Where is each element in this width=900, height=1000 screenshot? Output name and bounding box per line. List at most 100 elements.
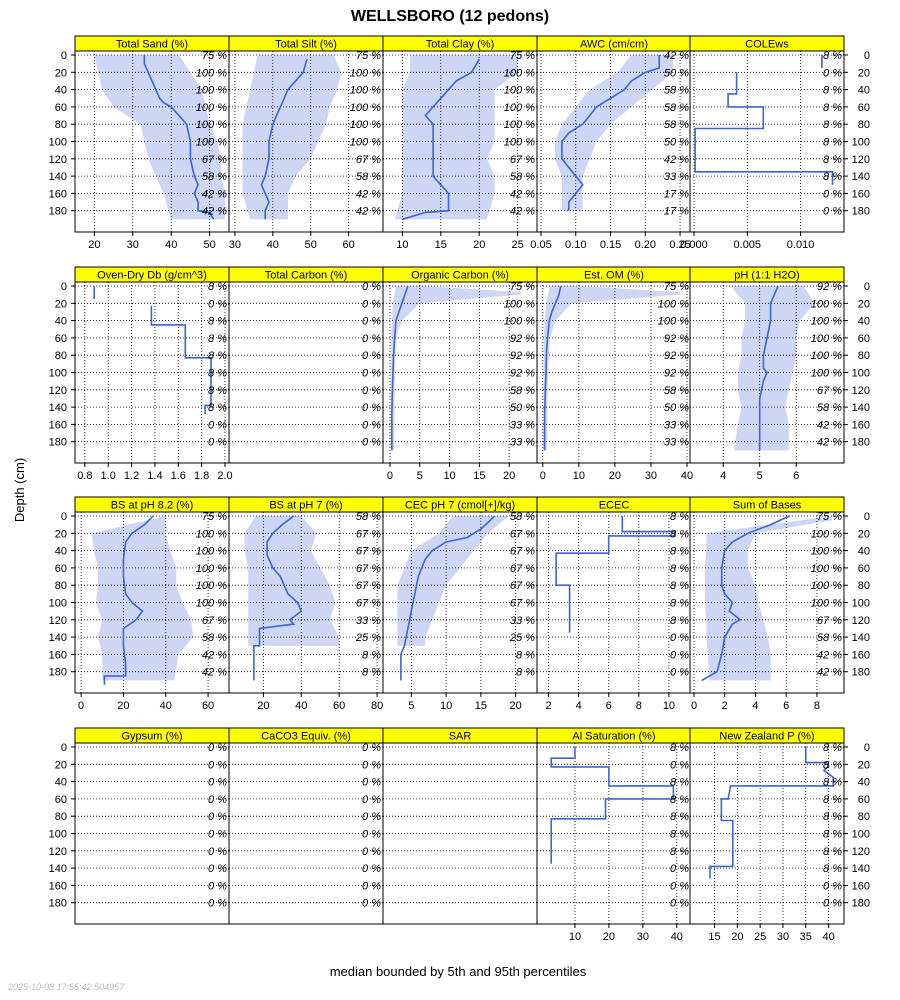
x-tick-label: 20	[503, 470, 515, 482]
chart-title: WELLSBORO (12 pedons)	[351, 8, 549, 25]
pct-label: 8 %	[670, 811, 689, 823]
x-tick-label: 25	[512, 239, 524, 251]
x-tick-label: 5	[417, 470, 423, 482]
y-tick-label: 20	[858, 67, 870, 79]
pct-label: 8 %	[208, 402, 227, 414]
y-tick-label: 100	[852, 829, 870, 841]
pct-label: 92 %	[664, 333, 689, 345]
strip-label: Gypsum (%)	[121, 731, 182, 743]
y-tick-label: 0	[864, 511, 870, 523]
pct-label: 8 %	[670, 580, 689, 592]
pct-label: 92 %	[510, 350, 535, 362]
pct-label: 8 %	[823, 137, 842, 149]
pct-label: 8 %	[823, 171, 842, 183]
y-tick-label: 120	[49, 615, 67, 627]
pct-label: 100 %	[658, 316, 689, 328]
pct-label: 42 %	[356, 188, 381, 200]
plot-frame	[689, 50, 845, 233]
pct-label: 25 %	[355, 632, 381, 644]
y-tick-label: 120	[852, 385, 870, 397]
strip-label: BS at pH 8.2 (%)	[111, 500, 194, 512]
pct-label: 8 %	[670, 777, 689, 789]
y-tick-label: 60	[55, 102, 67, 114]
pct-label: 58 %	[817, 402, 842, 414]
x-tick-label: 0.10	[565, 239, 586, 251]
y-tick-label: 60	[858, 794, 870, 806]
x-tick-label: 10	[569, 931, 581, 943]
pct-label: 58 %	[510, 171, 535, 183]
pct-label: 8 %	[823, 811, 842, 823]
plot-frame	[689, 742, 845, 925]
pct-label: 0 %	[208, 811, 227, 823]
pct-label: 8 %	[823, 102, 842, 114]
pct-label: 100 %	[504, 137, 535, 149]
strip-label: AWC (cm/cm)	[580, 39, 648, 51]
panel-ph-1-1-h2o: pH (1:1 H2O) 92 % 100 % 100 % 100 % 100 % 100 …	[689, 266, 870, 482]
pct-label: 0 %	[362, 898, 381, 910]
pct-label: 100 %	[196, 67, 227, 79]
pct-label: 0 %	[208, 742, 227, 754]
median-line	[561, 55, 661, 211]
y-tick-label: 0	[864, 281, 870, 293]
y-tick-label: 120	[49, 154, 67, 166]
pct-label: 42 %	[202, 667, 227, 679]
pct-label: 8 %	[823, 777, 842, 789]
pct-label: 0 %	[208, 880, 227, 892]
x-tick-label: 0	[387, 470, 393, 482]
panel-sum-of-bases: Sum of Bases 75 % 100 % 100 % 100 % 100 % 100 …	[689, 496, 870, 712]
pct-label: 42 %	[817, 667, 842, 679]
median-line	[694, 72, 834, 185]
median-line	[402, 58, 480, 221]
plot-frame	[382, 742, 538, 925]
y-tick-label: 60	[858, 102, 870, 114]
pct-label: 0 %	[823, 898, 842, 910]
pct-label: 0 %	[362, 846, 381, 858]
pct-label: 8 %	[670, 742, 689, 754]
x-tick-label: 40	[671, 931, 683, 943]
pct-label: 8 %	[670, 511, 689, 523]
percentile-band	[730, 286, 815, 451]
y-tick-label: 80	[55, 350, 67, 362]
y-tick-label: 160	[49, 419, 67, 431]
pct-label: 50 %	[664, 402, 689, 414]
percentile-band	[91, 516, 194, 681]
y-tick-label: 140	[49, 863, 67, 875]
pct-label: 100 %	[811, 316, 842, 328]
pct-label: 8 %	[208, 316, 227, 328]
y-tick-label: 100	[49, 137, 67, 149]
pct-label: 100 %	[504, 316, 535, 328]
y-tick-label: 20	[858, 528, 870, 540]
timestamp-label: 2025-10-08 17:55:42.504957	[7, 982, 125, 992]
pct-label: 0 %	[823, 880, 842, 892]
percentile-band	[242, 55, 342, 220]
strip-label: BS at pH 7 (%)	[269, 500, 342, 512]
pct-label: 0 %	[362, 350, 381, 362]
x-axis-title: median bounded by 5th and 95th percentil…	[330, 964, 587, 979]
pct-label: 0 %	[362, 880, 381, 892]
y-tick-label: 20	[858, 759, 870, 771]
x-tick-label: 30	[645, 470, 657, 482]
y-tick-label: 180	[852, 206, 870, 218]
pct-label: 8 %	[823, 759, 842, 771]
x-tick-label: 2.0	[217, 470, 232, 482]
strip-label: CEC pH 7 (cmol[+]/kg)	[405, 500, 515, 512]
y-tick-label: 100	[852, 368, 870, 380]
strip-label: Total Sand (%)	[116, 39, 188, 51]
x-tick-label: 20	[257, 700, 269, 712]
pct-label: 67 %	[510, 563, 535, 575]
y-tick-label: 80	[858, 350, 870, 362]
pct-label: 0 %	[362, 402, 381, 414]
pct-label: 8 %	[823, 846, 842, 858]
y-tick-label: 20	[55, 298, 67, 310]
pct-label: 58 %	[356, 511, 381, 523]
x-tick-label: 40	[267, 239, 279, 251]
pct-label: 100 %	[350, 67, 381, 79]
pct-label: 100 %	[504, 119, 535, 131]
x-tick-label: 40	[165, 239, 177, 251]
y-tick-label: 40	[858, 546, 870, 558]
pct-label: 100 %	[504, 102, 535, 114]
x-tick-label: 35	[800, 931, 812, 943]
panel-gypsum: Gypsum (%) 0 % 0 % 0 % 0 % 0 % 0 % 0 % 0 % 0 % 0 %…	[49, 727, 230, 925]
y-tick-label: 160	[49, 649, 67, 661]
x-tick-label: 0	[78, 700, 84, 712]
